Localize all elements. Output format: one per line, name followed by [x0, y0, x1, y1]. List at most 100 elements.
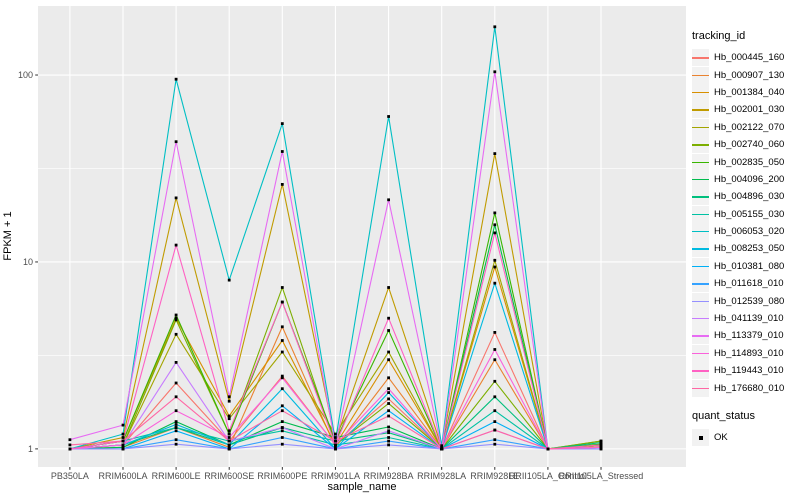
legend-key-line-icon — [692, 344, 709, 362]
legend-entry-label: Hb_004096_200 — [714, 173, 785, 185]
data-point — [387, 439, 390, 443]
data-point — [493, 331, 497, 334]
legend-key-line-icon — [692, 66, 709, 84]
data-point — [174, 140, 178, 144]
data-point — [387, 329, 390, 332]
data-point — [387, 376, 390, 380]
data-point — [334, 436, 337, 439]
quant-status-entries: OK — [692, 429, 798, 446]
legend-key-line-icon — [692, 223, 709, 241]
legend-entry-label: Hb_010381_080 — [714, 260, 785, 272]
data-point — [387, 387, 390, 391]
data-point — [387, 429, 390, 433]
legend-entry: Hb_004096_200 — [692, 170, 798, 188]
y-tick-label: 100 — [18, 70, 33, 80]
data-point — [387, 316, 390, 320]
legend-entry-label: Hb_113379_010 — [714, 330, 784, 342]
data-point — [227, 395, 231, 399]
data-point — [493, 438, 497, 442]
legend-key-line-icon — [692, 379, 709, 397]
legend-entry-label: Hb_011618_010 — [714, 278, 784, 290]
legend-key-line-icon — [692, 327, 709, 345]
data-point — [121, 447, 125, 451]
legend-entry-label: Hb_008253_050 — [714, 243, 785, 255]
data-point — [334, 439, 337, 443]
legend-entry-label: Hb_176680_010 — [714, 382, 785, 394]
legend-key-line-icon — [692, 49, 709, 67]
data-point — [280, 436, 284, 439]
data-point — [599, 445, 603, 449]
data-point — [493, 395, 497, 399]
data-point — [227, 445, 231, 449]
legend-entry-label: Hb_001384_040 — [714, 86, 785, 98]
x-tick-label: RRIM600LA — [98, 471, 147, 481]
data-point — [280, 404, 284, 408]
legend-key-line-icon — [692, 205, 709, 223]
data-point — [387, 350, 390, 354]
data-point — [387, 198, 390, 202]
data-point — [280, 325, 284, 329]
x-tick-label: RRIM600LE — [152, 471, 201, 481]
data-point — [440, 444, 444, 448]
data-point — [174, 395, 178, 399]
legend-key-line-icon — [692, 170, 709, 188]
data-point — [440, 447, 444, 451]
data-point — [493, 25, 497, 29]
legend-key-line-icon — [692, 362, 709, 380]
data-point — [68, 447, 72, 451]
data-point — [493, 152, 497, 155]
x-tick-label: RRIM928LA — [417, 471, 466, 481]
data-point — [493, 358, 497, 362]
data-point — [280, 300, 284, 304]
legend-entry-label: Hb_002122_070 — [714, 121, 785, 133]
data-point — [334, 432, 337, 436]
data-point — [493, 442, 497, 446]
data-point — [227, 414, 231, 418]
legend-entry: Hb_114893_010 — [692, 344, 798, 362]
data-point — [68, 438, 72, 442]
data-point — [334, 447, 337, 451]
legend-entry: Hb_002001_030 — [692, 101, 798, 119]
legend-entry: Hb_001384_040 — [692, 83, 798, 101]
legend-entry: Hb_002122_070 — [692, 118, 798, 136]
data-point — [334, 443, 337, 447]
legend-entry: Hb_041139_010 — [692, 310, 798, 328]
data-point — [121, 443, 125, 447]
legend-entry: Hb_002740_060 — [692, 136, 798, 154]
quant-status-entry: OK — [692, 429, 798, 446]
data-point — [227, 278, 231, 282]
data-point — [387, 358, 390, 362]
data-point — [174, 196, 178, 200]
legend-key-line-icon — [692, 83, 709, 101]
data-point — [493, 281, 497, 285]
data-point — [387, 115, 390, 118]
data-point — [280, 286, 284, 289]
legend: tracking_id Hb_000445_160 Hb_000907_130 Hb… — [692, 30, 798, 446]
legend-entry-label: Hb_012539_080 — [714, 295, 785, 307]
data-point — [121, 439, 125, 443]
data-point — [493, 231, 497, 235]
data-point — [387, 402, 390, 405]
data-point — [227, 439, 231, 443]
data-point — [280, 122, 284, 125]
legend-title-tracking-id: tracking_id — [692, 30, 746, 42]
legend-key-line-icon — [692, 310, 709, 328]
data-point — [174, 438, 178, 442]
data-point — [174, 318, 178, 322]
legend-entry: Hb_000445_160 — [692, 49, 798, 67]
x-tick-label: RRIM600SE — [204, 471, 254, 481]
data-point — [174, 332, 178, 336]
legend-entry-label: Hb_006053_020 — [714, 226, 785, 238]
legend-entry: Hb_119443_010 — [692, 362, 798, 380]
data-point — [174, 426, 178, 429]
data-point — [174, 429, 178, 433]
data-point — [387, 431, 390, 435]
data-point — [174, 316, 178, 320]
legend-entry-label: Hb_000907_130 — [714, 69, 785, 81]
data-point — [493, 420, 497, 423]
legend-title-quant-status: quant_status — [692, 409, 755, 422]
data-point — [599, 443, 603, 447]
data-point — [493, 348, 497, 351]
